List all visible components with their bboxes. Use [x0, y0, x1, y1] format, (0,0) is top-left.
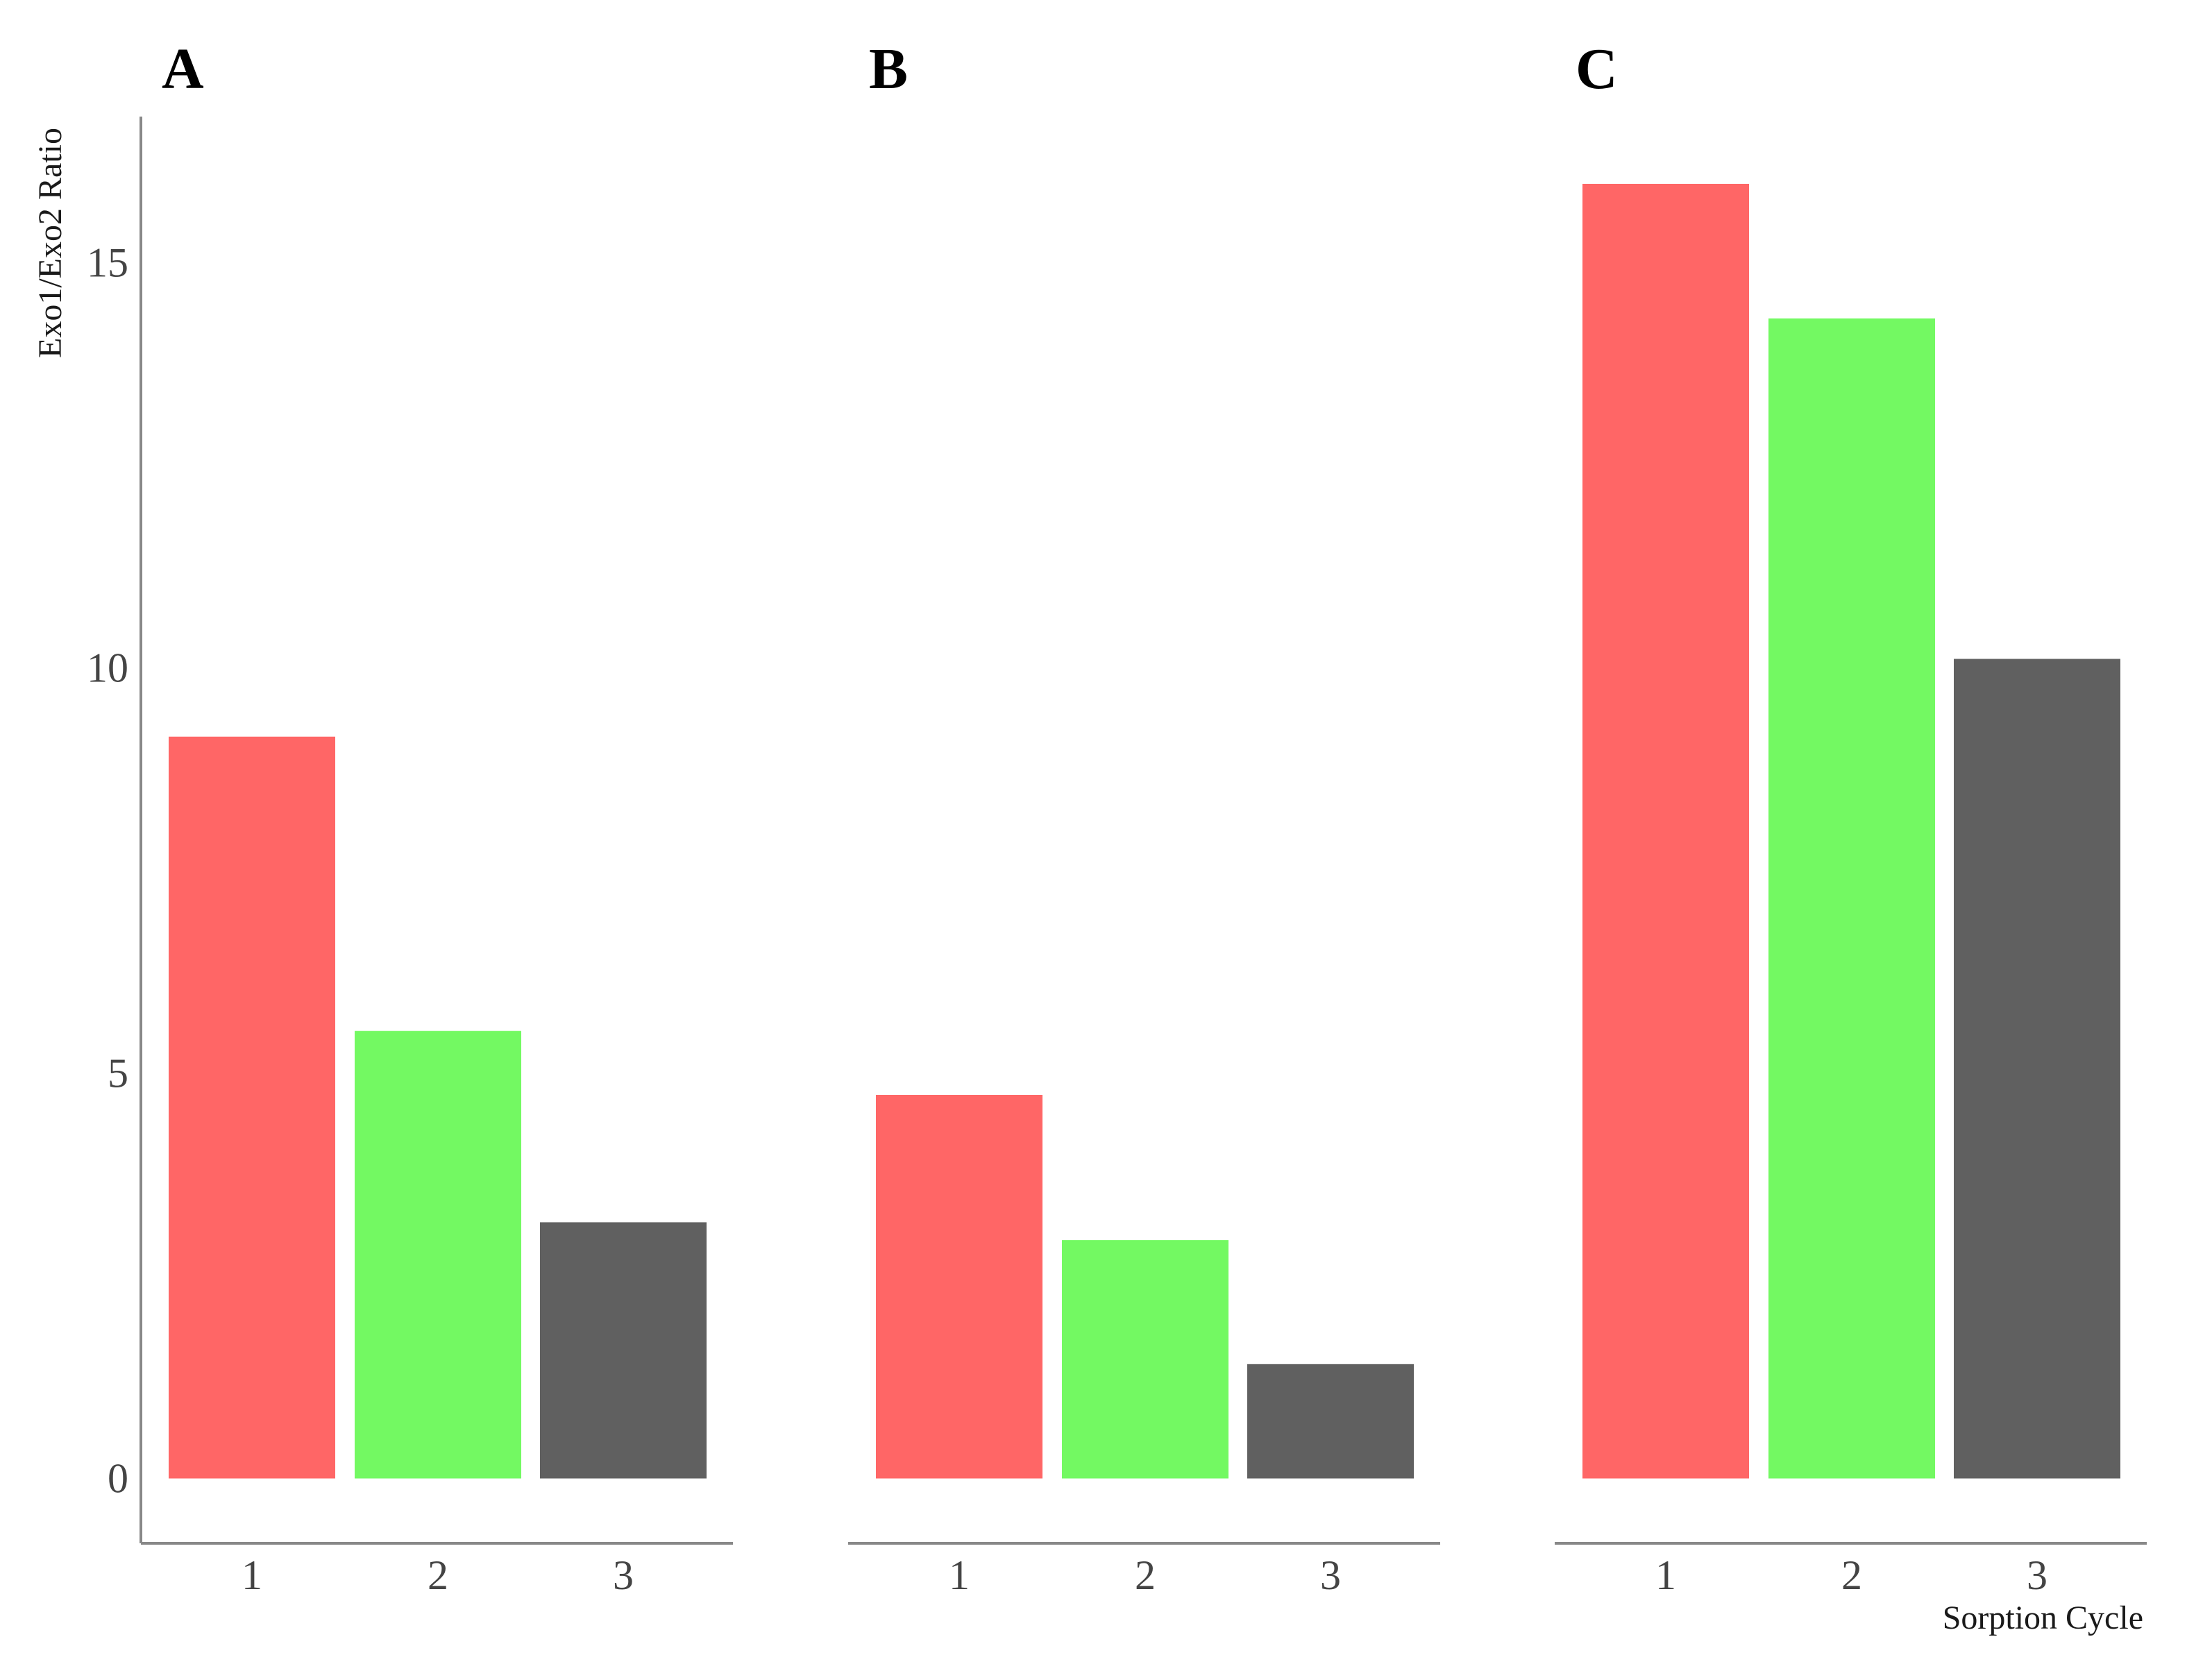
x-tick-label: 3 [2027, 1552, 2047, 1598]
x-tick-label: 3 [1320, 1552, 1341, 1598]
y-tick-label: 0 [108, 1456, 128, 1502]
x-tick-label: 2 [1841, 1552, 1862, 1598]
y-axis-title: Exo1/Exo2 Ratio [32, 128, 69, 358]
y-tick-label: 5 [108, 1050, 128, 1096]
bar-b-cycle-3 [1247, 1364, 1414, 1479]
bar-b-cycle-2 [1062, 1240, 1228, 1479]
panel-label-c: C [1576, 37, 1618, 101]
bar-a-cycle-3 [540, 1222, 707, 1479]
x-tick-label: 1 [949, 1552, 970, 1598]
bar-b-cycle-1 [876, 1094, 1042, 1479]
bar-a-cycle-1 [169, 736, 335, 1479]
x-axis-title: Sorption Cycle [1943, 1600, 2143, 1636]
bar-c-cycle-1 [1582, 183, 1749, 1479]
x-tick-label: 2 [1135, 1552, 1156, 1598]
panel-label-b: B [869, 37, 908, 101]
x-tick-label: 2 [428, 1552, 448, 1598]
bar-c-cycle-2 [1768, 318, 1935, 1479]
x-tick-label: 3 [613, 1552, 634, 1598]
x-tick-label: 1 [242, 1552, 262, 1598]
x-tick-label: 1 [1655, 1552, 1676, 1598]
bar-a-cycle-2 [355, 1030, 521, 1479]
y-tick-label: 15 [87, 239, 128, 285]
y-tick-label: 10 [87, 645, 128, 690]
bar-c-cycle-3 [1954, 659, 2120, 1479]
panel-label-a: A [162, 37, 204, 101]
